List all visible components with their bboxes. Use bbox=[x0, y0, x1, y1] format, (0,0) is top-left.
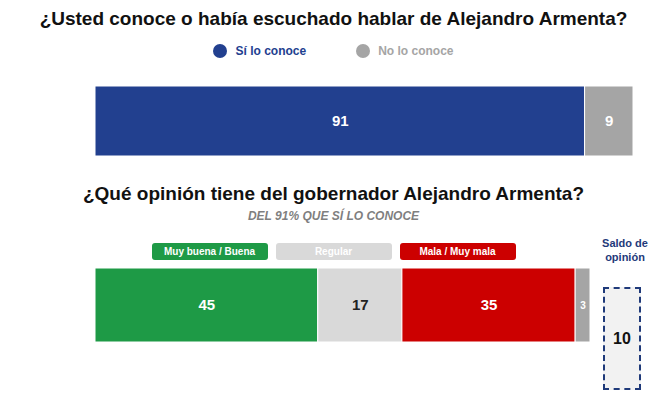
svg-text:91: 91 bbox=[332, 112, 349, 129]
html-text:Sí lo conoce: Sí lo conoce bbox=[235, 44, 307, 58]
html-text:10: 10 bbox=[613, 329, 631, 347]
html-text:Regular: Regular bbox=[314, 246, 353, 257]
svg-text:9: 9 bbox=[605, 112, 613, 129]
svg-text:17: 17 bbox=[352, 296, 369, 313]
svg-text:35: 35 bbox=[481, 296, 498, 313]
html-text:DEL 91% QUE SÍ LO CONOCE: DEL 91% QUE SÍ LO CONOCE bbox=[247, 209, 420, 223]
html-text:Muy buena / Buena: Muy buena / Buena bbox=[163, 246, 256, 257]
html-text:No lo conoce: No lo conoce bbox=[378, 44, 454, 58]
html-text:Mala / Muy mala: Mala / Muy mala bbox=[419, 246, 496, 257]
html-text:¿Qué opinión tiene del goberna: ¿Qué opinión tiene del gobernador Alejan… bbox=[83, 183, 584, 204]
html-text:Saldo de opinión: Saldo de opinión bbox=[602, 237, 648, 263]
svg-text:45: 45 bbox=[199, 296, 216, 313]
html-text:¿Usted conoce o había escuchad: ¿Usted conoce o había escuchado hablar d… bbox=[39, 8, 628, 29]
svg-text:3: 3 bbox=[580, 300, 586, 311]
